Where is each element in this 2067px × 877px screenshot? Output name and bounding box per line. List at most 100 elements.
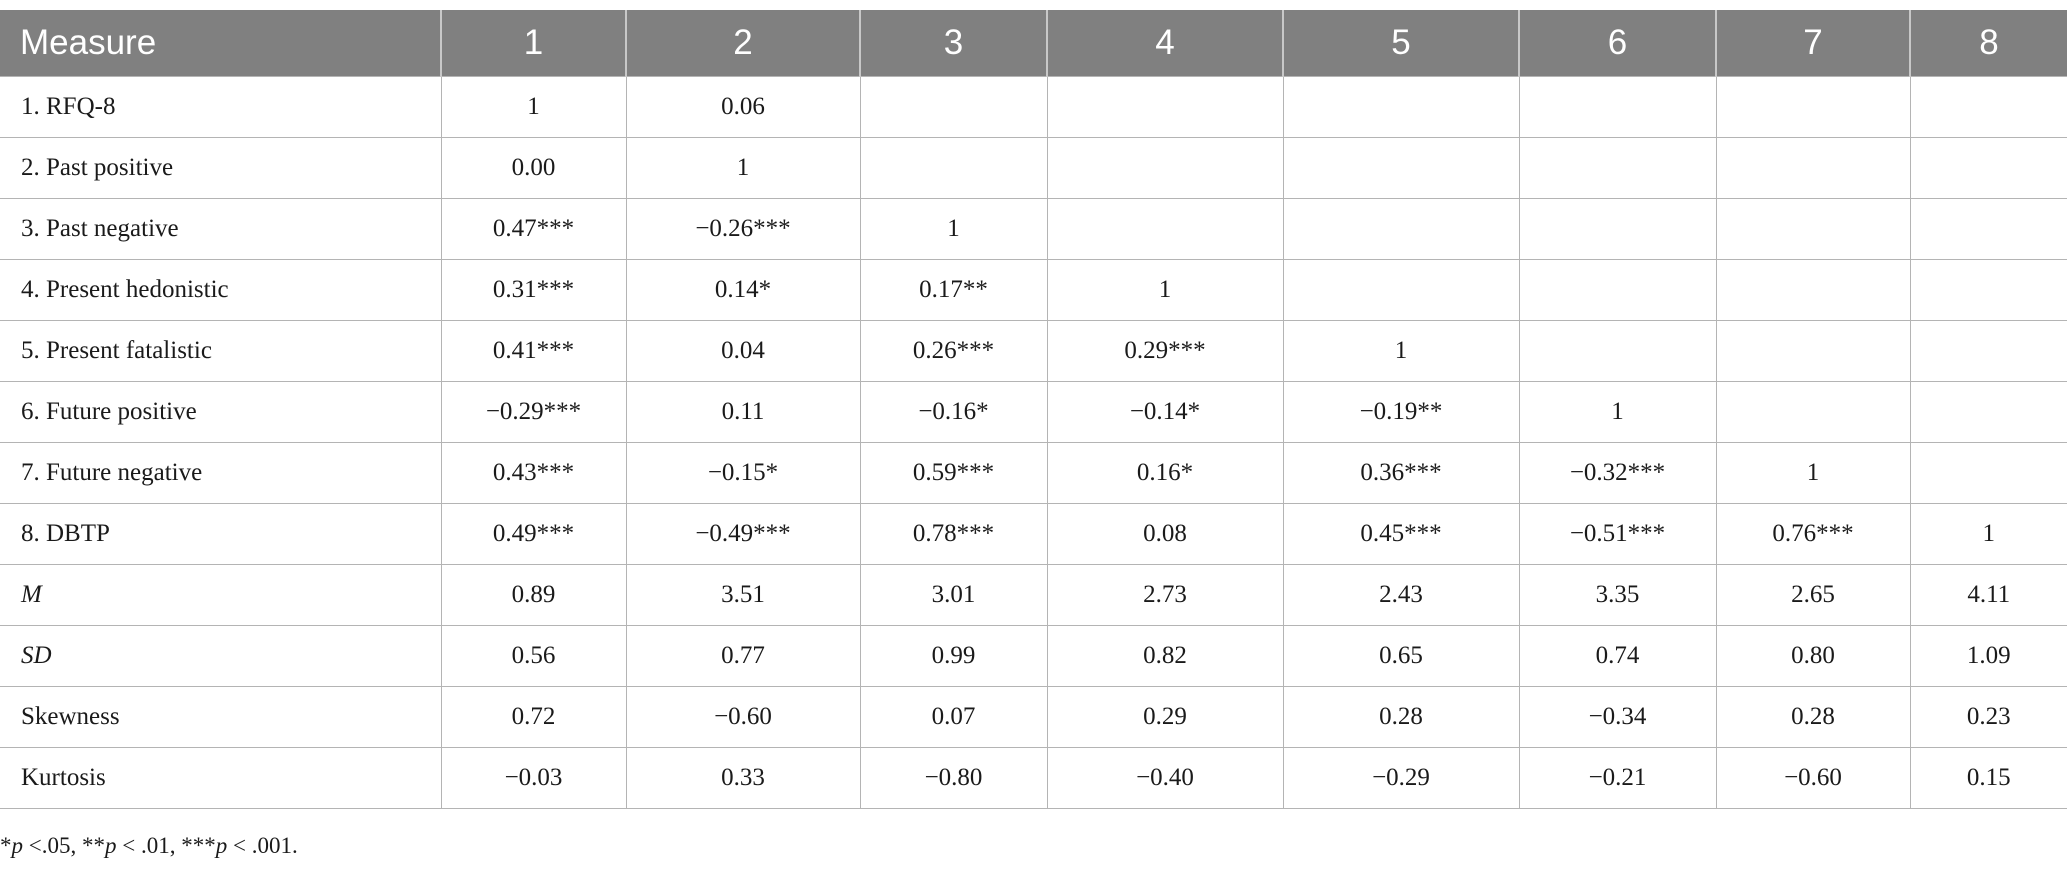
- table-cell: [1282, 137, 1519, 199]
- table-row: 2. Past positive 0.00 1: [0, 137, 2067, 199]
- table-row: 8. DBTP 0.49*** −0.49*** 0.78*** 0.08 0.45***…: [0, 503, 2067, 565]
- table-cell: [1282, 259, 1519, 321]
- table-cell: [1909, 320, 2067, 382]
- table-cell: −0.40: [1046, 747, 1283, 809]
- row-label: 5. Present fatalistic: [0, 320, 441, 382]
- table-cell: 0.65: [1282, 625, 1519, 687]
- table-cell: [1715, 381, 1910, 443]
- table-cell: 3.51: [625, 564, 860, 626]
- table-cell: 1: [440, 76, 626, 138]
- row-label: SD: [0, 625, 441, 687]
- header-col-4: 4: [1046, 10, 1283, 77]
- table-cell: [1909, 76, 2067, 138]
- table-cell: [1282, 76, 1519, 138]
- table-cell: 0.78***: [859, 503, 1047, 565]
- table-cell: [1282, 198, 1519, 260]
- table-cell: −0.21: [1518, 747, 1716, 809]
- header-col-7: 7: [1715, 10, 1910, 77]
- table-cell: [1715, 259, 1910, 321]
- table-row: M 0.89 3.51 3.01 2.73 2.43 3.35 2.65 4.11: [0, 564, 2067, 626]
- table-cell: −0.34: [1518, 686, 1716, 748]
- table-row: 3. Past negative 0.47*** −0.26*** 1: [0, 198, 2067, 260]
- table-cell: 0.28: [1282, 686, 1519, 748]
- table-cell: 0.11: [625, 381, 860, 443]
- table-cell: 3.01: [859, 564, 1047, 626]
- table-cell: [1518, 320, 1716, 382]
- table-cell: 0.07: [859, 686, 1047, 748]
- table-cell: [1518, 137, 1716, 199]
- table-cell: 1: [625, 137, 860, 199]
- table-cell: [1046, 76, 1283, 138]
- header-col-2: 2: [625, 10, 860, 77]
- table-cell: 2.43: [1282, 564, 1519, 626]
- row-label: 7. Future negative: [0, 442, 441, 504]
- note-italic-p: p: [11, 833, 24, 858]
- table-cell: 0.45***: [1282, 503, 1519, 565]
- table-cell: [1909, 137, 2067, 199]
- table-cell: [1909, 442, 2067, 504]
- table-row: Skewness 0.72 −0.60 0.07 0.29 0.28 −0.34 0.28 0.…: [0, 686, 2067, 748]
- header-col-3: 3: [859, 10, 1047, 77]
- table-row: 1. RFQ-8 1 0.06: [0, 76, 2067, 138]
- table-cell: [1909, 198, 2067, 260]
- table-cell: 0.23: [1909, 686, 2067, 748]
- table-cell: 1: [1715, 442, 1910, 504]
- row-label: 8. DBTP: [0, 503, 441, 565]
- table-cell: [859, 76, 1047, 138]
- row-label: 4. Present hedonistic: [0, 259, 441, 321]
- table-cell: 0.74: [1518, 625, 1716, 687]
- table-cell: −0.15*: [625, 442, 860, 504]
- header-col-5: 5: [1282, 10, 1519, 77]
- table-cell: 0.29: [1046, 686, 1283, 748]
- table-cell: 0.89: [440, 564, 626, 626]
- table-cell: [1909, 381, 2067, 443]
- table-cell: 0.82: [1046, 625, 1283, 687]
- table-cell: 0.43***: [440, 442, 626, 504]
- note-text: *: [0, 833, 12, 858]
- table-cell: −0.14*: [1046, 381, 1283, 443]
- table-cell: −0.26***: [625, 198, 860, 260]
- table-cell: −0.60: [625, 686, 860, 748]
- table-cell: 0.04: [625, 320, 860, 382]
- table-cell: −0.29***: [440, 381, 626, 443]
- note-italic-p: p: [215, 833, 228, 858]
- table-cell: 0.31***: [440, 259, 626, 321]
- table-cell: −0.49***: [625, 503, 860, 565]
- table-cell: −0.29: [1282, 747, 1519, 809]
- table-cell: [1715, 198, 1910, 260]
- table-body: 1. RFQ-8 1 0.06 2. Past positive 0.00 1 3. Pas…: [0, 76, 2067, 809]
- table-row: 7. Future negative 0.43*** −0.15* 0.59*** 0.…: [0, 442, 2067, 504]
- note-text: < .001.: [227, 833, 298, 858]
- table-footnote: *p <.05, **p < .01, ***p < .001.: [0, 833, 298, 859]
- table-cell: 0.15: [1909, 747, 2067, 809]
- table-cell: 0.59***: [859, 442, 1047, 504]
- table-cell: −0.16*: [859, 381, 1047, 443]
- table-cell: 0.06: [625, 76, 860, 138]
- header-measure: Measure: [0, 10, 441, 77]
- table-cell: −0.51***: [1518, 503, 1716, 565]
- table-cell: 0.72: [440, 686, 626, 748]
- table-cell: −0.03: [440, 747, 626, 809]
- table-cell: 1: [1282, 320, 1519, 382]
- table-cell: 0.29***: [1046, 320, 1283, 382]
- table-cell: [1046, 137, 1283, 199]
- table-cell: 0.36***: [1282, 442, 1519, 504]
- table-cell: 0.56: [440, 625, 626, 687]
- table-cell: 0.49***: [440, 503, 626, 565]
- table-row: 6. Future positive −0.29*** 0.11 −0.16* −0.1…: [0, 381, 2067, 443]
- table-cell: [1715, 137, 1910, 199]
- table-cell: 2.65: [1715, 564, 1910, 626]
- note-text: <.05, **: [23, 833, 105, 858]
- table-cell: −0.80: [859, 747, 1047, 809]
- row-label: M: [0, 564, 441, 626]
- table-header-row: Measure 1 2 3 4 5 6 7 8: [0, 10, 2067, 77]
- row-label: 6. Future positive: [0, 381, 441, 443]
- table-cell: 0.17**: [859, 259, 1047, 321]
- table-row: 4. Present hedonistic 0.31*** 0.14* 0.17** 1: [0, 259, 2067, 321]
- table-cell: 0.08: [1046, 503, 1283, 565]
- table-cell: [1909, 259, 2067, 321]
- table-cell: [859, 137, 1047, 199]
- header-col-8: 8: [1909, 10, 2067, 77]
- header-col-1: 1: [440, 10, 626, 77]
- table-row: Kurtosis −0.03 0.33 −0.80 −0.40 −0.29 −0.21 −0.…: [0, 747, 2067, 809]
